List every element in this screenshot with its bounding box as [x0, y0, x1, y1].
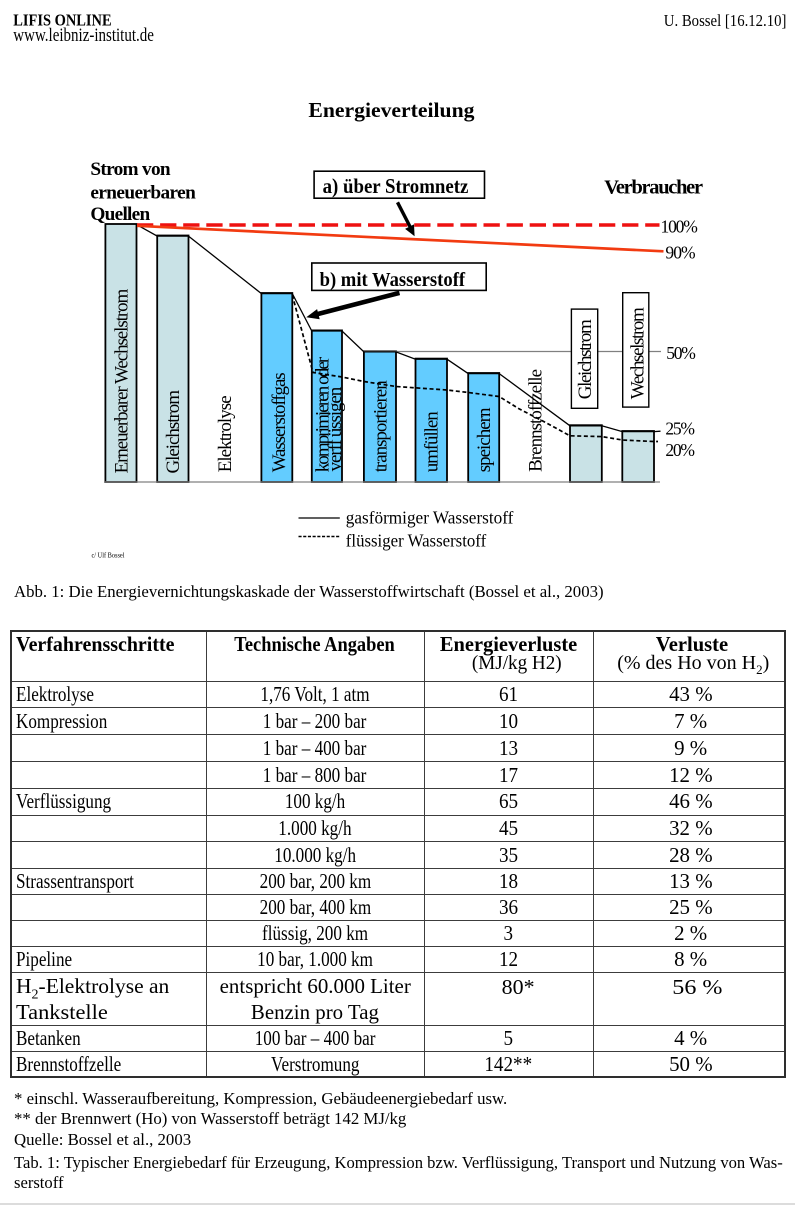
svg-text:komprimieren oder: komprimieren oder	[312, 356, 333, 472]
svg-text:50%: 50%	[666, 343, 696, 363]
svg-text:Gleichstrom: Gleichstrom	[163, 390, 184, 474]
svg-text:Energieverteilung: Energieverteilung	[308, 98, 474, 122]
svg-text:a) über Stromnetz: a) über Stromnetz	[323, 174, 469, 198]
svg-text:c/ Ulf Bossel: c/ Ulf Bossel	[92, 552, 125, 560]
svg-text:erneuerbaren: erneuerbaren	[90, 182, 196, 203]
svg-text:Wasserstoffgas: Wasserstoffgas	[269, 372, 290, 472]
svg-text:100%: 100%	[661, 217, 698, 237]
svg-text:Gleichstrom: Gleichstrom	[575, 319, 596, 399]
svg-text:verfl üssigen: verfl üssigen	[325, 386, 346, 471]
svg-text:25%: 25%	[665, 419, 695, 439]
svg-text:umfüllen: umfüllen	[422, 411, 443, 473]
svg-text:LIFIS ONLINE: LIFIS ONLINE	[13, 11, 111, 30]
svg-text:www.leibniz-institut.de: www.leibniz-institut.de	[13, 26, 154, 46]
svg-text:Quellen: Quellen	[90, 204, 150, 225]
svg-text:b) mit Wasserstoff: b) mit Wasserstoff	[320, 269, 467, 291]
svg-text:Wechselstrom: Wechselstrom	[628, 307, 649, 399]
svg-text:U. Bossel [16.12.10]: U. Bossel [16.12.10]	[664, 11, 787, 30]
svg-text:flüssiger Wasserstoff: flüssiger Wasserstoff	[346, 531, 486, 551]
svg-text:20%: 20%	[665, 440, 695, 460]
svg-text:Brennstoffzelle: Brennstoffzelle	[526, 369, 547, 472]
svg-text:transportieren: transportieren	[370, 380, 391, 473]
svg-text:gasförmiger Wasserstoff: gasförmiger Wasserstoff	[346, 508, 514, 528]
svg-text:Elektrolyse: Elektrolyse	[215, 395, 236, 472]
svg-text:Verbraucher: Verbraucher	[604, 176, 703, 198]
svg-text:speichern: speichern	[474, 407, 495, 472]
svg-text:90%: 90%	[665, 242, 695, 262]
svg-text:Strom von: Strom von	[90, 159, 170, 180]
svg-text:Erneuerbarer Wechselstrom: Erneuerbarer Wechselstrom	[111, 288, 132, 473]
